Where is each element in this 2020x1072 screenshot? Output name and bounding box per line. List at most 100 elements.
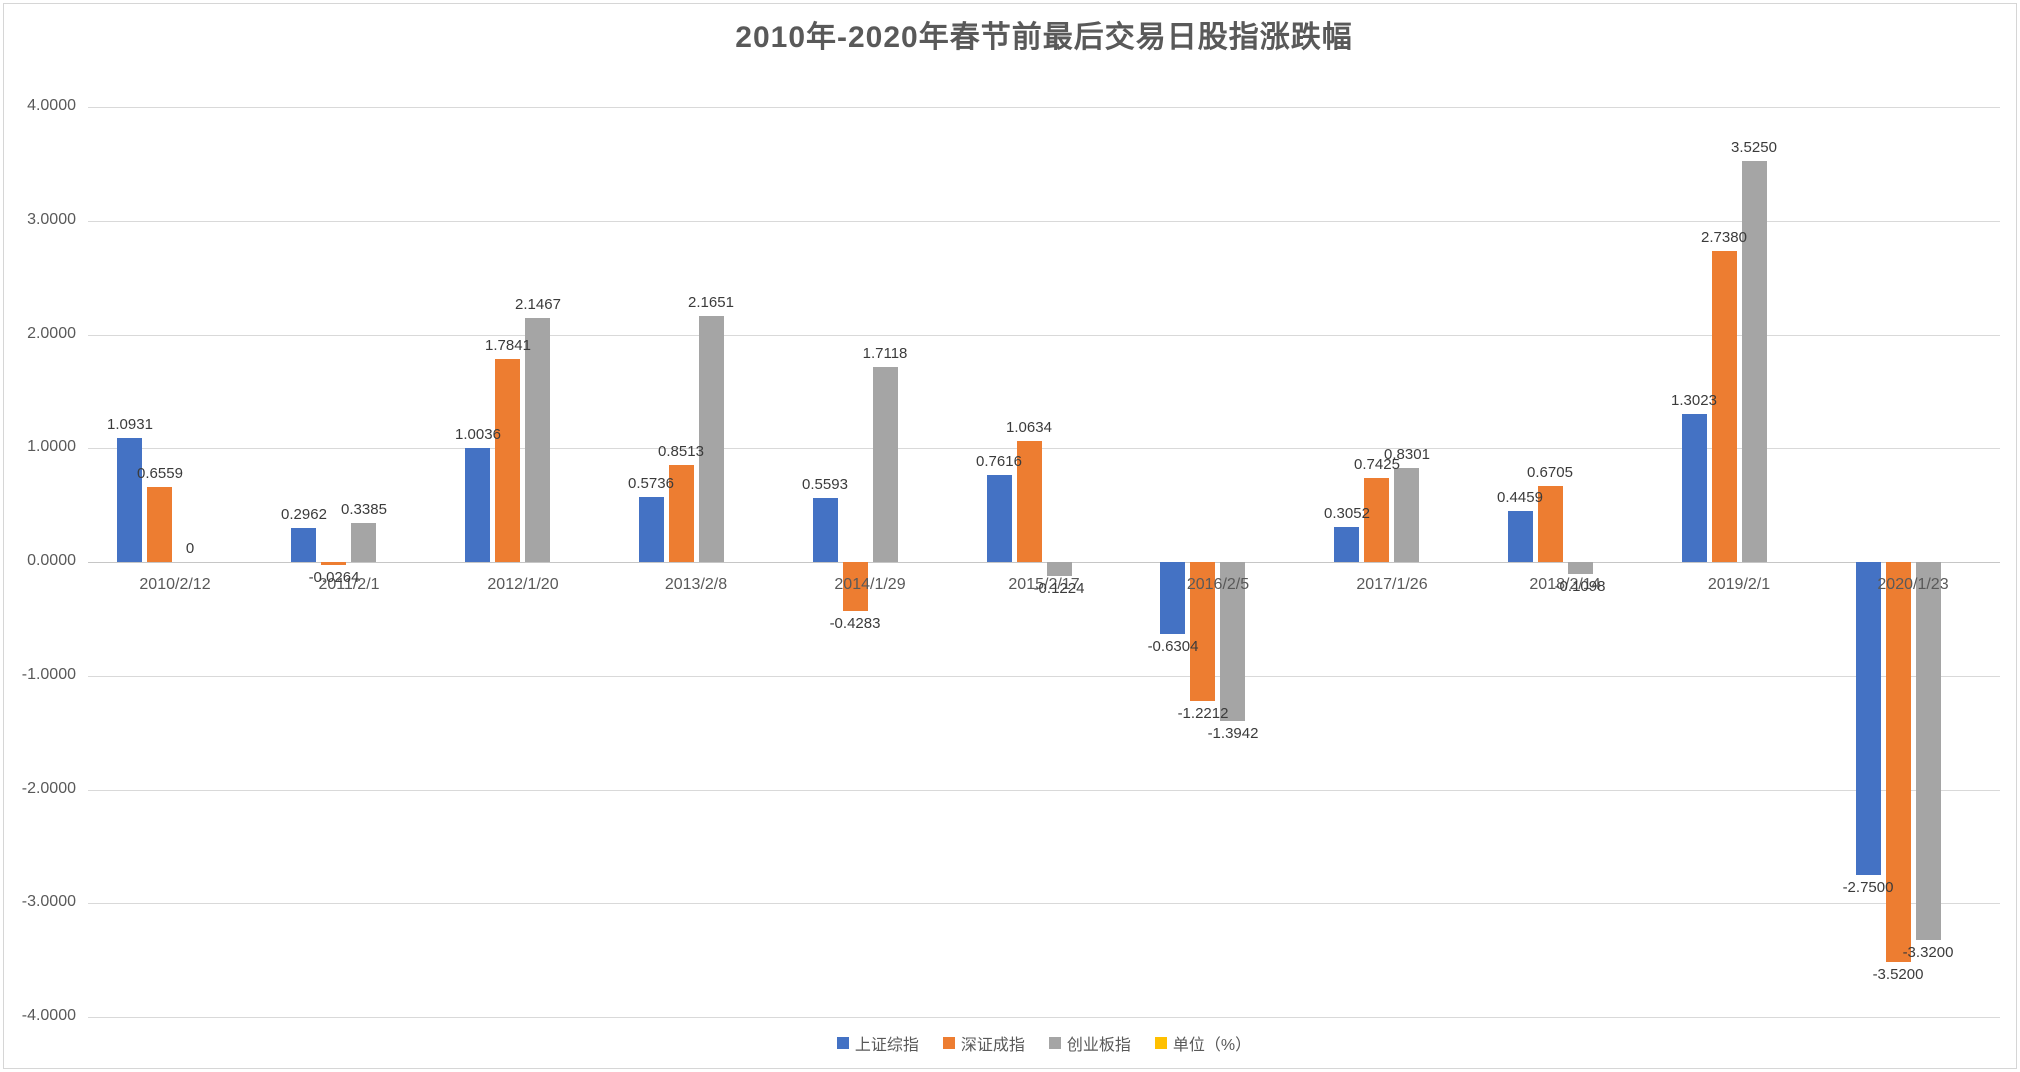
bar <box>1742 161 1767 562</box>
bar <box>1538 486 1563 562</box>
bar <box>1568 562 1593 574</box>
bar-value-label: -3.3200 <box>1902 944 1954 961</box>
bar-value-label: 1.0634 <box>1006 419 1052 436</box>
bar-value-label: -0.6304 <box>1147 638 1199 655</box>
bar-value-label: 1.3023 <box>1671 392 1717 409</box>
legend-label: 深证成指 <box>960 1037 1025 1054</box>
gridline <box>88 790 2000 791</box>
bar <box>699 316 724 562</box>
bar <box>495 359 520 562</box>
y-axis-tick-label: -2.0000 <box>21 780 76 797</box>
bar-value-label: 0.5593 <box>802 476 848 493</box>
y-axis-tick-label: 2.0000 <box>27 325 76 342</box>
bar <box>639 497 664 562</box>
bar-value-label: 0 <box>185 540 195 557</box>
legend-item: 深证成指 <box>942 1031 1025 1055</box>
bar-value-label: 0.7616 <box>976 453 1022 470</box>
gridline <box>88 221 2000 222</box>
bar-value-label: 1.7841 <box>485 337 531 354</box>
bar-value-label: 1.0036 <box>455 426 501 443</box>
bar <box>987 475 1012 562</box>
y-axis-tick-label: -1.0000 <box>21 666 76 683</box>
x-axis-category-label: 2013/2/8 <box>664 576 728 593</box>
legend-swatch-icon <box>1048 1037 1061 1049</box>
bar-value-label: -1.3942 <box>1207 725 1259 742</box>
bar-value-label: 2.1651 <box>688 294 734 311</box>
bar <box>291 528 316 562</box>
bar-value-label: 2.7380 <box>1701 229 1747 246</box>
gridline <box>88 107 2000 108</box>
legend: 上证综指 深证成指 创业板指 单位（%） <box>88 1026 2000 1060</box>
gridline <box>88 335 2000 336</box>
bar <box>147 487 172 562</box>
legend-label: 单位（%） <box>1172 1037 1252 1054</box>
legend-item: 单位（%） <box>1154 1031 1252 1055</box>
legend-item: 创业板指 <box>1048 1031 1131 1055</box>
x-axis-category-label: 2011/2/1 <box>318 576 380 593</box>
bar-value-label: -0.0264 <box>308 569 360 586</box>
x-axis-category-label: 2016/2/5 <box>1186 576 1250 593</box>
bar-value-label: 0.4459 <box>1497 489 1543 506</box>
y-axis-tick-label: 0.0000 <box>27 552 76 569</box>
legend-swatch-icon <box>1154 1037 1167 1049</box>
bar-value-label: 0.3052 <box>1324 505 1370 522</box>
bar-value-label: -0.1224 <box>1033 580 1085 597</box>
bar-value-label: -3.5200 <box>1872 966 1924 983</box>
bar-value-label: 3.5250 <box>1731 139 1777 156</box>
bar <box>1047 562 1072 576</box>
bar <box>1394 468 1419 562</box>
bar <box>465 448 490 562</box>
bar-value-label: 0.3385 <box>341 501 387 518</box>
bar-value-label: 1.7118 <box>862 345 908 362</box>
legend-label: 创业板指 <box>1066 1037 1131 1054</box>
bar <box>1712 251 1737 562</box>
bar-value-label: 0.2962 <box>281 506 327 523</box>
bar <box>1364 478 1389 562</box>
x-axis-category-label: 2010/2/12 <box>139 576 211 593</box>
bar-value-label: 1.0931 <box>107 416 153 433</box>
x-axis-category-label: 2018/2/14 <box>1529 576 1601 593</box>
y-axis-tick-label: -4.0000 <box>21 1007 76 1024</box>
bar <box>1682 414 1707 562</box>
gridline <box>88 903 2000 904</box>
x-axis-category-label: 2014/1/29 <box>834 576 906 593</box>
bar <box>351 523 376 562</box>
legend-swatch-icon <box>836 1037 849 1049</box>
bar <box>1856 562 1881 875</box>
bar-value-label: 2.1467 <box>515 296 561 313</box>
gridline <box>88 676 2000 677</box>
y-axis-tick-label: -3.0000 <box>21 893 76 910</box>
bar-value-label: 0.5736 <box>628 475 674 492</box>
bar <box>1508 511 1533 562</box>
bar <box>669 465 694 562</box>
bar-value-label: -0.4283 <box>829 615 881 632</box>
bar <box>1220 562 1245 721</box>
y-axis-tick-label: 4.0000 <box>27 97 76 114</box>
gridline <box>88 1017 2000 1018</box>
bar <box>1334 527 1359 562</box>
bar <box>117 438 142 562</box>
bar <box>1017 441 1042 562</box>
bar-value-label: -0.1098 <box>1554 578 1606 595</box>
x-axis-category-label: 2017/1/26 <box>1356 576 1428 593</box>
bar-value-label: 0.8301 <box>1384 446 1430 463</box>
bar <box>813 498 838 562</box>
bar <box>1916 562 1941 940</box>
bar <box>1190 562 1215 701</box>
bar <box>321 562 346 565</box>
gridline <box>88 562 2000 563</box>
chart-title: 2010年-2020年春节前最后交易日股指涨跌幅 <box>735 21 1353 54</box>
y-axis-tick-label: 3.0000 <box>27 211 76 228</box>
legend-label: 上证综指 <box>854 1037 919 1054</box>
x-axis-category-label: 2015/2/17 <box>1008 576 1080 593</box>
legend-swatch-icon <box>942 1037 955 1049</box>
y-axis-tick-label: 1.0000 <box>27 438 76 455</box>
bar-value-label: 0.6559 <box>137 465 183 482</box>
bar-value-label: 0.6705 <box>1527 464 1573 481</box>
bar <box>873 367 898 562</box>
bar <box>1886 562 1911 962</box>
bar <box>1160 562 1185 634</box>
bar-value-label: -1.2212 <box>1177 705 1229 722</box>
bar-value-label: 0.7425 <box>1354 456 1400 473</box>
x-axis-category-label: 2020/1/23 <box>1877 576 1949 593</box>
